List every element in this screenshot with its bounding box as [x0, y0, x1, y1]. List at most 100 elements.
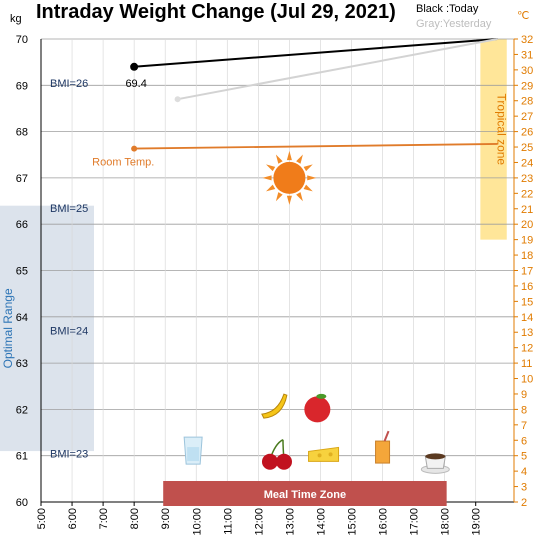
right-tick-label: 11: [521, 358, 532, 370]
legend-yesterday: Gray:Yesterday: [416, 18, 492, 30]
left-tick-label: 66: [16, 219, 28, 231]
left-axis-unit: kg: [10, 13, 22, 25]
x-tick-label: 11:00: [222, 508, 234, 535]
left-tick-label: 70: [16, 34, 28, 46]
today-data-label: 69.4: [125, 78, 146, 90]
right-tick-label: 30: [521, 65, 533, 77]
x-tick-label: 10:00: [191, 508, 203, 536]
sun-ray: [266, 184, 276, 192]
right-tick-label: 25: [521, 142, 533, 154]
right-tick-label: 22: [521, 188, 533, 200]
sun-ray: [303, 184, 313, 192]
sun-ray: [303, 164, 313, 172]
right-tick-label: 15: [521, 296, 533, 308]
bmi-label: BMI=26: [50, 78, 88, 90]
left-tick-label: 60: [16, 497, 28, 509]
cheese-icon: [308, 446, 340, 462]
room_temp-marker: [131, 145, 138, 152]
left-tick-label: 64: [16, 312, 28, 324]
left-tick-label: 65: [16, 266, 28, 278]
right-tick-label: 2: [521, 497, 527, 509]
tropical-zone-band: [480, 39, 507, 240]
right-tick-label: 23: [521, 173, 533, 185]
sun-disc: [273, 161, 306, 194]
right-tick-label: 13: [521, 327, 533, 339]
coffee-icon: [420, 453, 450, 474]
sun-ray: [307, 175, 317, 181]
x-tick-label: 15:00: [347, 508, 359, 536]
left-tick-label: 67: [16, 173, 28, 185]
right-tick-label: 6: [521, 435, 527, 447]
sun-ray: [296, 154, 303, 164]
apple-icon: [304, 393, 331, 423]
sun-ray: [286, 195, 292, 205]
x-tick-label: 8:00: [129, 508, 141, 529]
left-tick-label: 63: [16, 358, 28, 370]
sun-icon: [262, 150, 317, 205]
bmi-label: BMI=25: [50, 203, 88, 215]
x-tick-label: 6:00: [67, 508, 79, 529]
left-tick-label: 62: [16, 404, 28, 416]
left-tick-label: 61: [16, 451, 28, 463]
x-tick-label: 7:00: [98, 508, 110, 529]
glass-water: [187, 447, 200, 462]
right-tick-label: 14: [521, 312, 533, 324]
cheese-hole: [328, 452, 333, 457]
water-glass-icon: [183, 436, 203, 465]
cheese-hole: [317, 453, 322, 458]
right-tick-label: 31: [521, 49, 533, 61]
bmi-label: BMI=24: [50, 326, 88, 338]
right-tick-label: 18: [521, 250, 533, 262]
left-tick-label: 68: [16, 127, 28, 139]
right-tick-label: 5: [521, 451, 527, 463]
juice-glass: [375, 440, 391, 464]
x-tick-label: 5:00: [36, 508, 48, 529]
cherry-left: [261, 453, 278, 470]
x-tick-label: 9:00: [160, 508, 172, 529]
legend-today: Black :Today: [416, 3, 479, 15]
sun-ray: [275, 154, 283, 164]
meal-time-zone-label: Meal Time Zone: [264, 489, 346, 501]
bmi-label: BMI=23: [50, 448, 88, 460]
banana-icon: [261, 393, 288, 419]
cherry-right: [275, 453, 292, 470]
right-tick-label: 21: [521, 204, 533, 216]
right-tick-label: 3: [521, 482, 527, 494]
sun-ray: [296, 192, 303, 202]
today-line: [134, 38, 498, 68]
sun-ray: [262, 175, 272, 181]
sun-ray: [266, 164, 276, 172]
optimal-range-band: [0, 205, 94, 452]
today-marker: [130, 62, 139, 71]
coffee-liquid: [425, 453, 446, 460]
tropical-zone-label: Tropical zone: [495, 94, 509, 166]
right-tick-label: 24: [521, 157, 533, 169]
right-tick-label: 28: [521, 96, 533, 108]
sun-ray: [275, 192, 283, 202]
x-tick-label: 16:00: [378, 508, 390, 536]
right-tick-label: 19: [521, 235, 533, 247]
right-tick-label: 7: [521, 420, 527, 432]
right-tick-label: 8: [521, 404, 527, 416]
x-tick-label: 19:00: [471, 508, 483, 536]
yesterday-line: [177, 38, 498, 101]
right-tick-label: 17: [521, 266, 533, 278]
right-tick-label: 16: [521, 281, 533, 293]
x-tick-label: 14:00: [315, 508, 327, 536]
yesterday-marker: [174, 96, 181, 103]
room_temp-line: [134, 143, 498, 150]
x-tick-label: 18:00: [440, 508, 452, 536]
juice-straw: [383, 430, 390, 442]
right-tick-label: 29: [521, 80, 533, 92]
right-tick-label: 12: [521, 343, 533, 355]
banana-body: [261, 393, 288, 419]
right-tick-label: 9: [521, 389, 527, 401]
right-tick-label: 10: [521, 374, 533, 386]
optimal-range-label: Optimal Range: [1, 288, 15, 368]
apple-leaf: [316, 393, 327, 399]
right-tick-label: 20: [521, 219, 533, 231]
apple-body: [304, 396, 331, 423]
right-axis-unit: ℃: [517, 10, 530, 22]
right-tick-label: 32: [521, 34, 533, 46]
